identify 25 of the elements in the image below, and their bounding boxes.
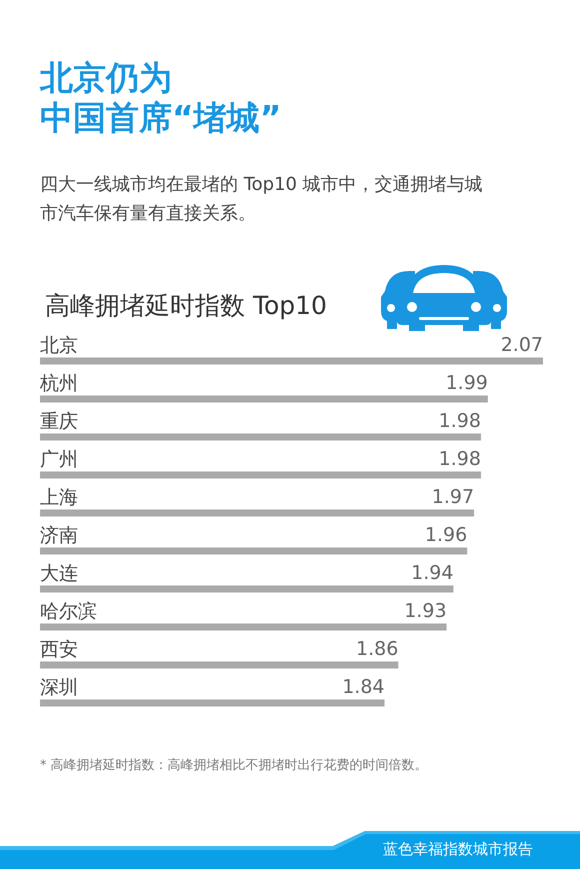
data-label: 1.86 bbox=[356, 638, 398, 660]
text: 蓝色幸福指数城市报告 bbox=[383, 840, 533, 859]
data-label: 1.98 bbox=[438, 448, 481, 470]
y-tick-label: 重庆 bbox=[40, 410, 78, 432]
data-label: 1.99 bbox=[446, 372, 488, 394]
data-label: 1.84 bbox=[342, 676, 385, 698]
data-label: 1.96 bbox=[424, 524, 468, 546]
y-tick-label: 北京 bbox=[40, 334, 78, 356]
chart-title: 北京仍为中国首席“堵城” bbox=[40, 58, 282, 138]
text: * 高峰拥堵延时指数：高峰拥堵相比不拥堵时出行花费的时间倍数。 bbox=[40, 757, 428, 774]
data-label: 1.94 bbox=[411, 562, 454, 584]
y-tick-label: 哈尔滨 bbox=[40, 600, 97, 622]
chart-subtitle: 四大一线城市均在最堵的 Top10 城市中，交通拥堵与城市汽车保有量有直接关系。 bbox=[40, 173, 484, 226]
y-axis-title: 高峰拥堵延时指数 Top10 bbox=[45, 291, 327, 320]
y-tick-label: 西安 bbox=[40, 638, 78, 660]
y-tick-label: 上海 bbox=[40, 486, 78, 508]
y-tick-label: 深圳 bbox=[40, 676, 78, 698]
data-label: 2.07 bbox=[500, 334, 543, 356]
data-label: 1.93 bbox=[404, 600, 447, 622]
y-tick-label: 杭州 bbox=[39, 372, 78, 394]
y-tick-label: 济南 bbox=[40, 524, 78, 546]
data-label: 1.98 bbox=[438, 410, 481, 432]
y-tick-label: 大连 bbox=[40, 562, 78, 584]
y-tick-label: 广州 bbox=[40, 448, 78, 470]
data-label: 1.97 bbox=[432, 486, 474, 508]
